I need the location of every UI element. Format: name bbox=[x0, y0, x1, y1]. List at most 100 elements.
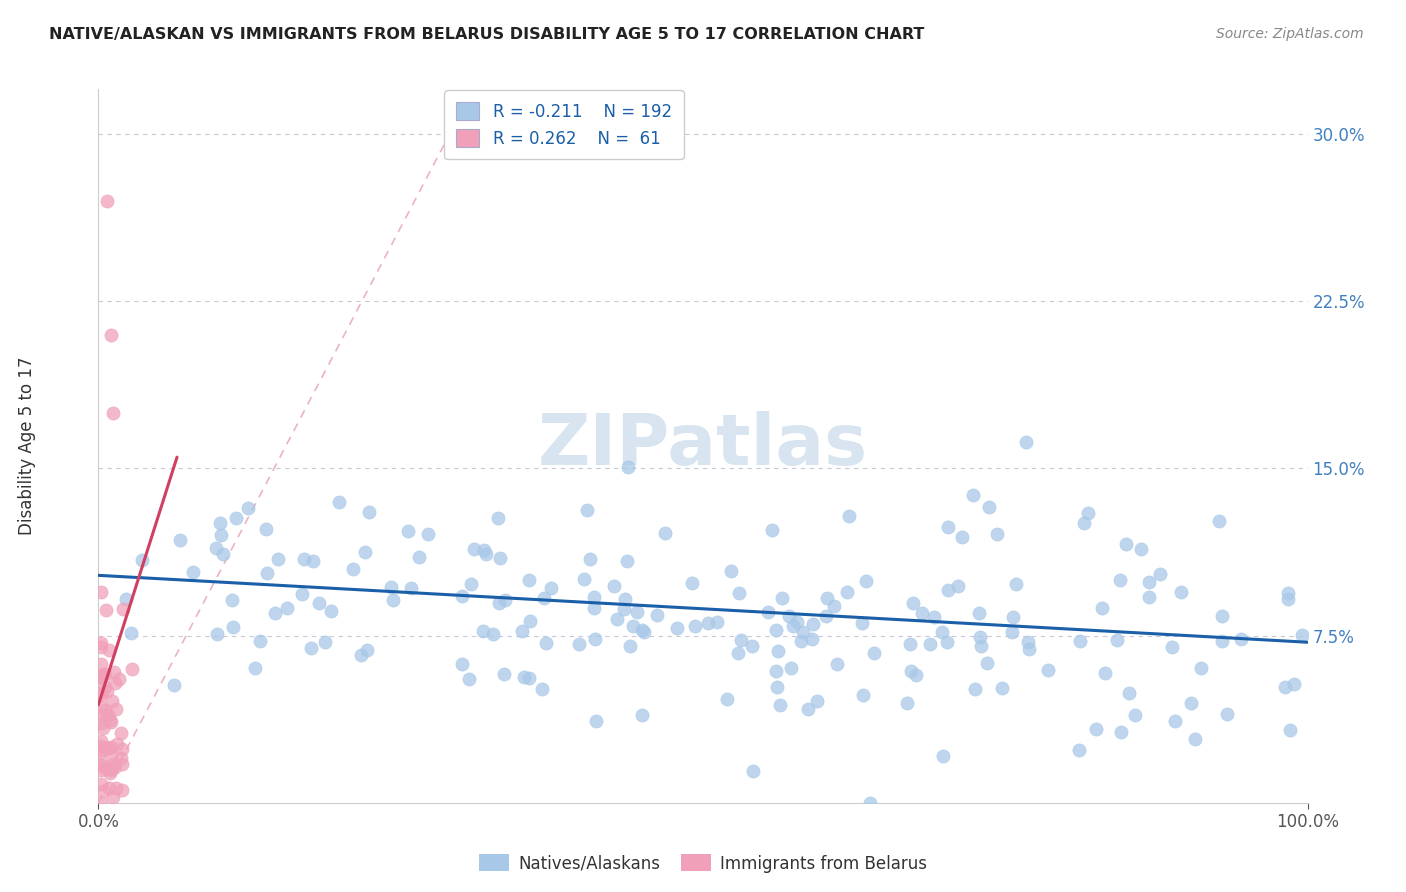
Point bbox=[1160, 640, 1182, 654]
Point bbox=[494, 666, 516, 681]
Point bbox=[900, 665, 922, 679]
Point bbox=[342, 562, 364, 576]
Point bbox=[1069, 634, 1091, 648]
Point bbox=[534, 636, 557, 650]
Point bbox=[354, 545, 377, 559]
Point bbox=[631, 623, 654, 637]
Point bbox=[838, 509, 860, 524]
Point bbox=[741, 764, 763, 779]
Point bbox=[256, 566, 278, 581]
Point bbox=[579, 552, 602, 566]
Point bbox=[90, 670, 112, 684]
Point bbox=[212, 547, 235, 561]
Point bbox=[90, 686, 112, 700]
Point bbox=[1017, 635, 1039, 649]
Point bbox=[654, 526, 676, 541]
Point bbox=[946, 579, 969, 593]
Point bbox=[815, 591, 838, 606]
Point bbox=[1149, 567, 1171, 582]
Point bbox=[1230, 632, 1253, 646]
Point bbox=[621, 619, 644, 633]
Point bbox=[510, 624, 533, 639]
Point bbox=[683, 618, 706, 632]
Point bbox=[97, 741, 120, 756]
Point bbox=[120, 626, 142, 640]
Point bbox=[90, 758, 112, 772]
Point bbox=[936, 520, 959, 534]
Point bbox=[859, 796, 882, 810]
Point bbox=[1163, 714, 1185, 728]
Point bbox=[1109, 573, 1132, 587]
Point bbox=[90, 745, 112, 759]
Point bbox=[494, 592, 516, 607]
Point bbox=[302, 554, 325, 568]
Point bbox=[357, 505, 380, 519]
Point bbox=[727, 586, 749, 600]
Point bbox=[1216, 707, 1239, 722]
Point bbox=[401, 582, 423, 596]
Point bbox=[1291, 628, 1313, 642]
Point bbox=[100, 749, 122, 764]
Point bbox=[96, 762, 118, 776]
Point bbox=[96, 684, 118, 698]
Point bbox=[823, 599, 845, 613]
Point bbox=[517, 671, 540, 685]
Point bbox=[90, 700, 112, 714]
Point bbox=[90, 657, 112, 672]
Point bbox=[472, 624, 495, 638]
Point bbox=[614, 592, 637, 607]
Point bbox=[1137, 575, 1160, 590]
Point bbox=[276, 601, 298, 615]
Point bbox=[91, 721, 114, 735]
Point bbox=[181, 565, 204, 579]
Point bbox=[583, 600, 606, 615]
Point bbox=[1015, 434, 1038, 449]
Point bbox=[97, 780, 120, 795]
Point bbox=[1001, 625, 1024, 640]
Point bbox=[94, 667, 117, 681]
Text: NATIVE/ALASKAN VS IMMIGRANTS FROM BELARUS DISABILITY AGE 5 TO 17 CORRELATION CHA: NATIVE/ALASKAN VS IMMIGRANTS FROM BELARU… bbox=[49, 27, 925, 42]
Point bbox=[896, 696, 918, 710]
Point bbox=[835, 585, 858, 599]
Point bbox=[936, 582, 959, 597]
Point bbox=[112, 602, 135, 616]
Point bbox=[583, 590, 606, 604]
Point bbox=[169, 533, 191, 547]
Point bbox=[904, 667, 927, 681]
Point bbox=[531, 681, 554, 696]
Point bbox=[616, 554, 638, 568]
Point bbox=[93, 783, 115, 797]
Point bbox=[1077, 507, 1099, 521]
Point bbox=[90, 640, 112, 654]
Point bbox=[976, 656, 998, 670]
Point bbox=[716, 691, 738, 706]
Point bbox=[163, 678, 186, 692]
Point bbox=[104, 676, 127, 690]
Point bbox=[766, 644, 789, 658]
Point bbox=[1085, 722, 1108, 736]
Point bbox=[1170, 585, 1192, 599]
Point bbox=[380, 580, 402, 594]
Point bbox=[950, 530, 973, 544]
Point bbox=[98, 765, 121, 780]
Point bbox=[990, 681, 1012, 695]
Point bbox=[613, 602, 636, 616]
Point bbox=[90, 585, 112, 599]
Point bbox=[450, 657, 472, 671]
Point bbox=[568, 637, 591, 651]
Point bbox=[90, 763, 112, 777]
Point bbox=[111, 783, 134, 797]
Point bbox=[1189, 661, 1212, 675]
Point bbox=[1137, 591, 1160, 605]
Point bbox=[1123, 708, 1146, 723]
Point bbox=[314, 635, 336, 649]
Point bbox=[962, 488, 984, 502]
Point bbox=[100, 740, 122, 755]
Point bbox=[460, 576, 482, 591]
Point bbox=[768, 698, 790, 712]
Point bbox=[111, 756, 134, 771]
Point bbox=[519, 615, 541, 629]
Point bbox=[583, 632, 606, 647]
Point bbox=[792, 624, 814, 639]
Text: ZIPatlas: ZIPatlas bbox=[538, 411, 868, 481]
